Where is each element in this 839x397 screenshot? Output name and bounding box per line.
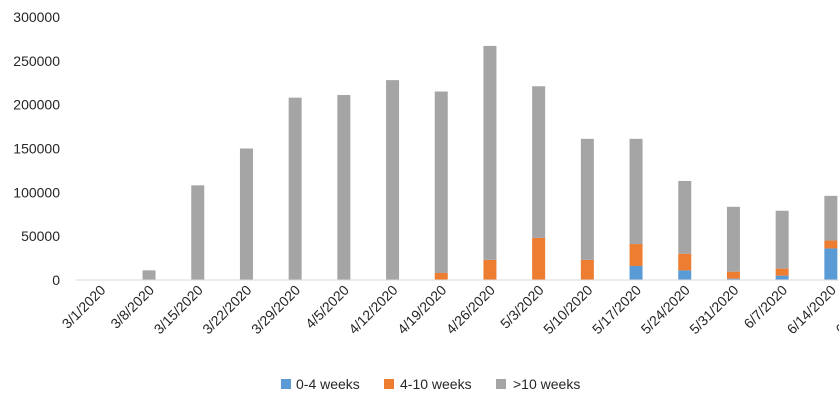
x-tick-label: 5/3/2020 (497, 282, 547, 332)
bar-segment-over-10-weeks (483, 45, 497, 260)
bar-segment-4-10-weeks (629, 244, 643, 266)
bar-segment-over-10-weeks (629, 138, 643, 245)
x-tick-label: 5/24/2020 (638, 282, 694, 338)
legend-swatch (384, 379, 394, 389)
legend-swatch (281, 379, 291, 389)
y-tick-label: 0 (52, 272, 60, 288)
bar-segment-over-10-weeks (580, 138, 594, 260)
bar-segment-4-10-weeks (532, 237, 546, 280)
bar-segment-0-4-weeks (678, 270, 692, 280)
bar-segment-0-4-weeks (775, 275, 789, 280)
y-tick-label: 100000 (13, 184, 60, 200)
bar-segment-0-4-weeks (824, 248, 838, 280)
legend-swatch (496, 379, 506, 389)
bar-segment-4-10-weeks (678, 253, 692, 271)
x-tick-label: 3/29/2020 (248, 282, 304, 338)
x-tick-label: 4/12/2020 (345, 282, 401, 338)
bar-segment-over-10-weeks (239, 148, 253, 280)
legend-label: 0-4 weeks (296, 376, 360, 392)
x-tick-label: 3/15/2020 (151, 282, 207, 338)
bar-segment-0-4-weeks (629, 265, 643, 280)
x-tick-label: 4/5/2020 (302, 282, 352, 332)
x-tick-label: 6/14/2020 (784, 282, 839, 338)
y-tick-label: 300000 (13, 9, 60, 25)
bar-segment-0-4-weeks (726, 278, 740, 280)
legend-item-4-10-weeks: 4-10 weeks (384, 376, 472, 392)
x-axis: 3/1/20203/8/20203/15/20203/22/20203/29/2… (59, 282, 839, 338)
bar-segment-over-10-weeks (386, 80, 400, 281)
legend-item-0-4-weeks: 0-4 weeks (281, 376, 360, 392)
bar-segment-over-10-weeks (142, 270, 156, 280)
y-tick-label: 250000 (13, 53, 60, 69)
bar-segment-4-10-weeks (434, 272, 448, 280)
bars-group (142, 45, 838, 281)
bar-segment-over-10-weeks (678, 180, 692, 254)
bar-segment-4-10-weeks (824, 240, 838, 249)
bar-segment-4-10-weeks (580, 259, 594, 280)
x-tick-label: 4/19/2020 (394, 282, 450, 338)
legend: 0-4 weeks 4-10 weeks >10 weeks (281, 376, 580, 392)
bar-segment-over-10-weeks (434, 91, 448, 273)
x-tick-label: 5/10/2020 (540, 282, 596, 338)
x-tick-label: 4/26/2020 (443, 282, 499, 338)
bar-segment-over-10-weeks (532, 86, 546, 238)
x-tick-label: 5/17/2020 (589, 282, 645, 338)
x-tick-label: 3/8/2020 (107, 282, 157, 332)
y-tick-label: 50000 (21, 228, 60, 244)
y-tick-label: 200000 (13, 97, 60, 113)
bar-segment-over-10-weeks (726, 206, 740, 272)
bar-segment-4-10-weeks (483, 259, 497, 280)
x-tick-label: 5/31/2020 (686, 282, 742, 338)
y-tick-label: 150000 (13, 141, 60, 157)
bar-segment-4-10-weeks (775, 268, 789, 276)
bar-segment-over-10-weeks (288, 97, 302, 280)
legend-label: 4-10 weeks (400, 376, 472, 392)
x-tick-label: 3/22/2020 (199, 282, 255, 338)
legend-label: >10 weeks (513, 376, 580, 392)
bar-segment-over-10-weeks (824, 195, 838, 241)
bar-segment-over-10-weeks (337, 95, 351, 280)
legend-item-over-10-weeks: >10 weeks (496, 376, 580, 392)
y-axis: 0 50000 100000 150000 200000 250000 300000 (13, 9, 60, 288)
bar-segment-4-10-weeks (726, 271, 740, 279)
bar-segment-over-10-weeks (775, 210, 789, 269)
bar-segment-over-10-weeks (191, 185, 205, 280)
x-tick-label: 6/7/2020 (740, 282, 790, 332)
x-tick-label: 3/1/2020 (59, 282, 109, 332)
